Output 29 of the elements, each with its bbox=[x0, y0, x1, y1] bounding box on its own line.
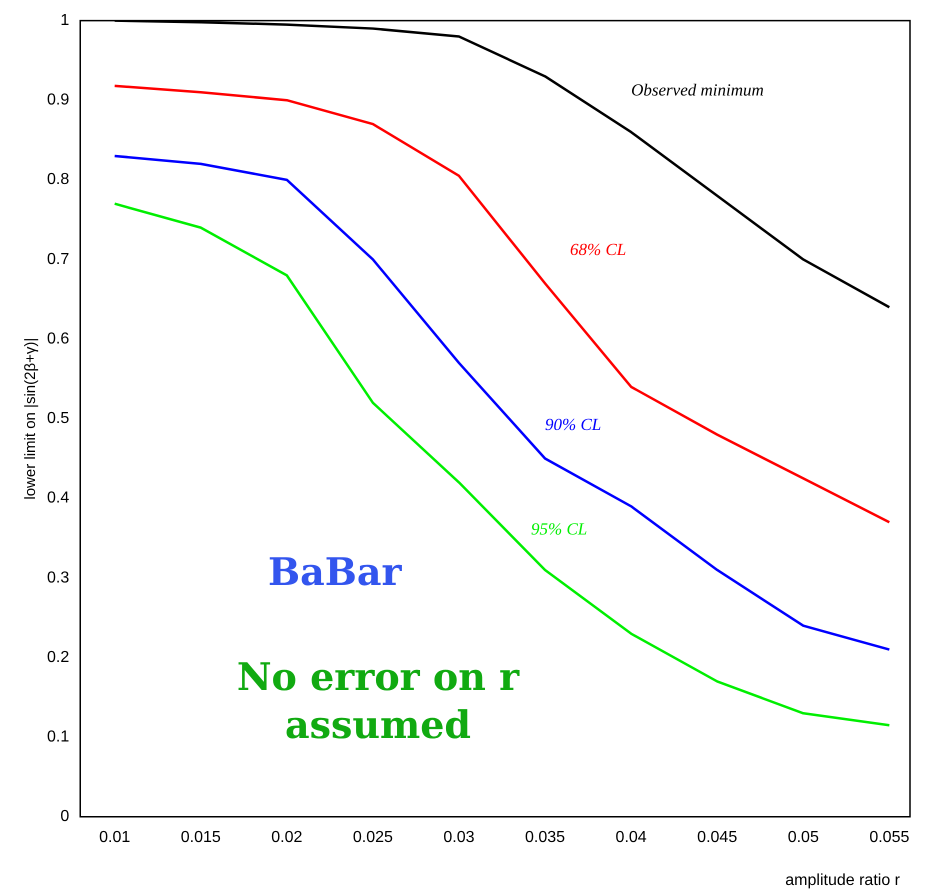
y-tick-label: 0.8 bbox=[46, 171, 70, 188]
annotation: No error on r assumed bbox=[236, 653, 520, 749]
x-tick-label: 0.05 bbox=[788, 828, 819, 846]
x-tick-label: 0.045 bbox=[697, 828, 738, 846]
x-tick-label: 0.02 bbox=[271, 828, 302, 846]
x-axis-title: amplitude ratio r bbox=[785, 872, 900, 890]
x-tick-label: 0.04 bbox=[616, 828, 647, 846]
x-tick-label: 0.035 bbox=[525, 828, 566, 846]
x-tick-label: 0.015 bbox=[180, 828, 221, 846]
x-tick-label: 0.055 bbox=[869, 828, 910, 846]
series-label: 95% CL bbox=[531, 519, 588, 538]
x-tick-label: 0.03 bbox=[443, 828, 475, 846]
x-tick-label: 0.01 bbox=[99, 828, 130, 846]
y-tick-label: 0.7 bbox=[46, 250, 70, 268]
series-label: 90% CL bbox=[545, 414, 602, 434]
y-tick-label: 0.3 bbox=[46, 569, 70, 586]
y-tick-label: 0.5 bbox=[46, 410, 70, 428]
series-label: Observed minimum bbox=[631, 80, 764, 100]
y-tick-label: 0 bbox=[60, 808, 70, 826]
y-tick-label: 0.2 bbox=[46, 648, 70, 666]
text: 68% CL bbox=[570, 240, 626, 259]
y-axis-title: lower limit on |sin(2β+γ)| bbox=[22, 338, 40, 500]
y-tick-label: 0.1 bbox=[46, 728, 70, 746]
annotation: BaBar bbox=[268, 548, 403, 596]
y-tick-label: 0.4 bbox=[46, 490, 70, 507]
y-tick-label: 0.9 bbox=[46, 92, 70, 109]
x-tick-label: 0.025 bbox=[352, 828, 394, 846]
y-tick-label: 0.6 bbox=[46, 330, 70, 348]
y-tick-label: 1 bbox=[60, 12, 70, 30]
